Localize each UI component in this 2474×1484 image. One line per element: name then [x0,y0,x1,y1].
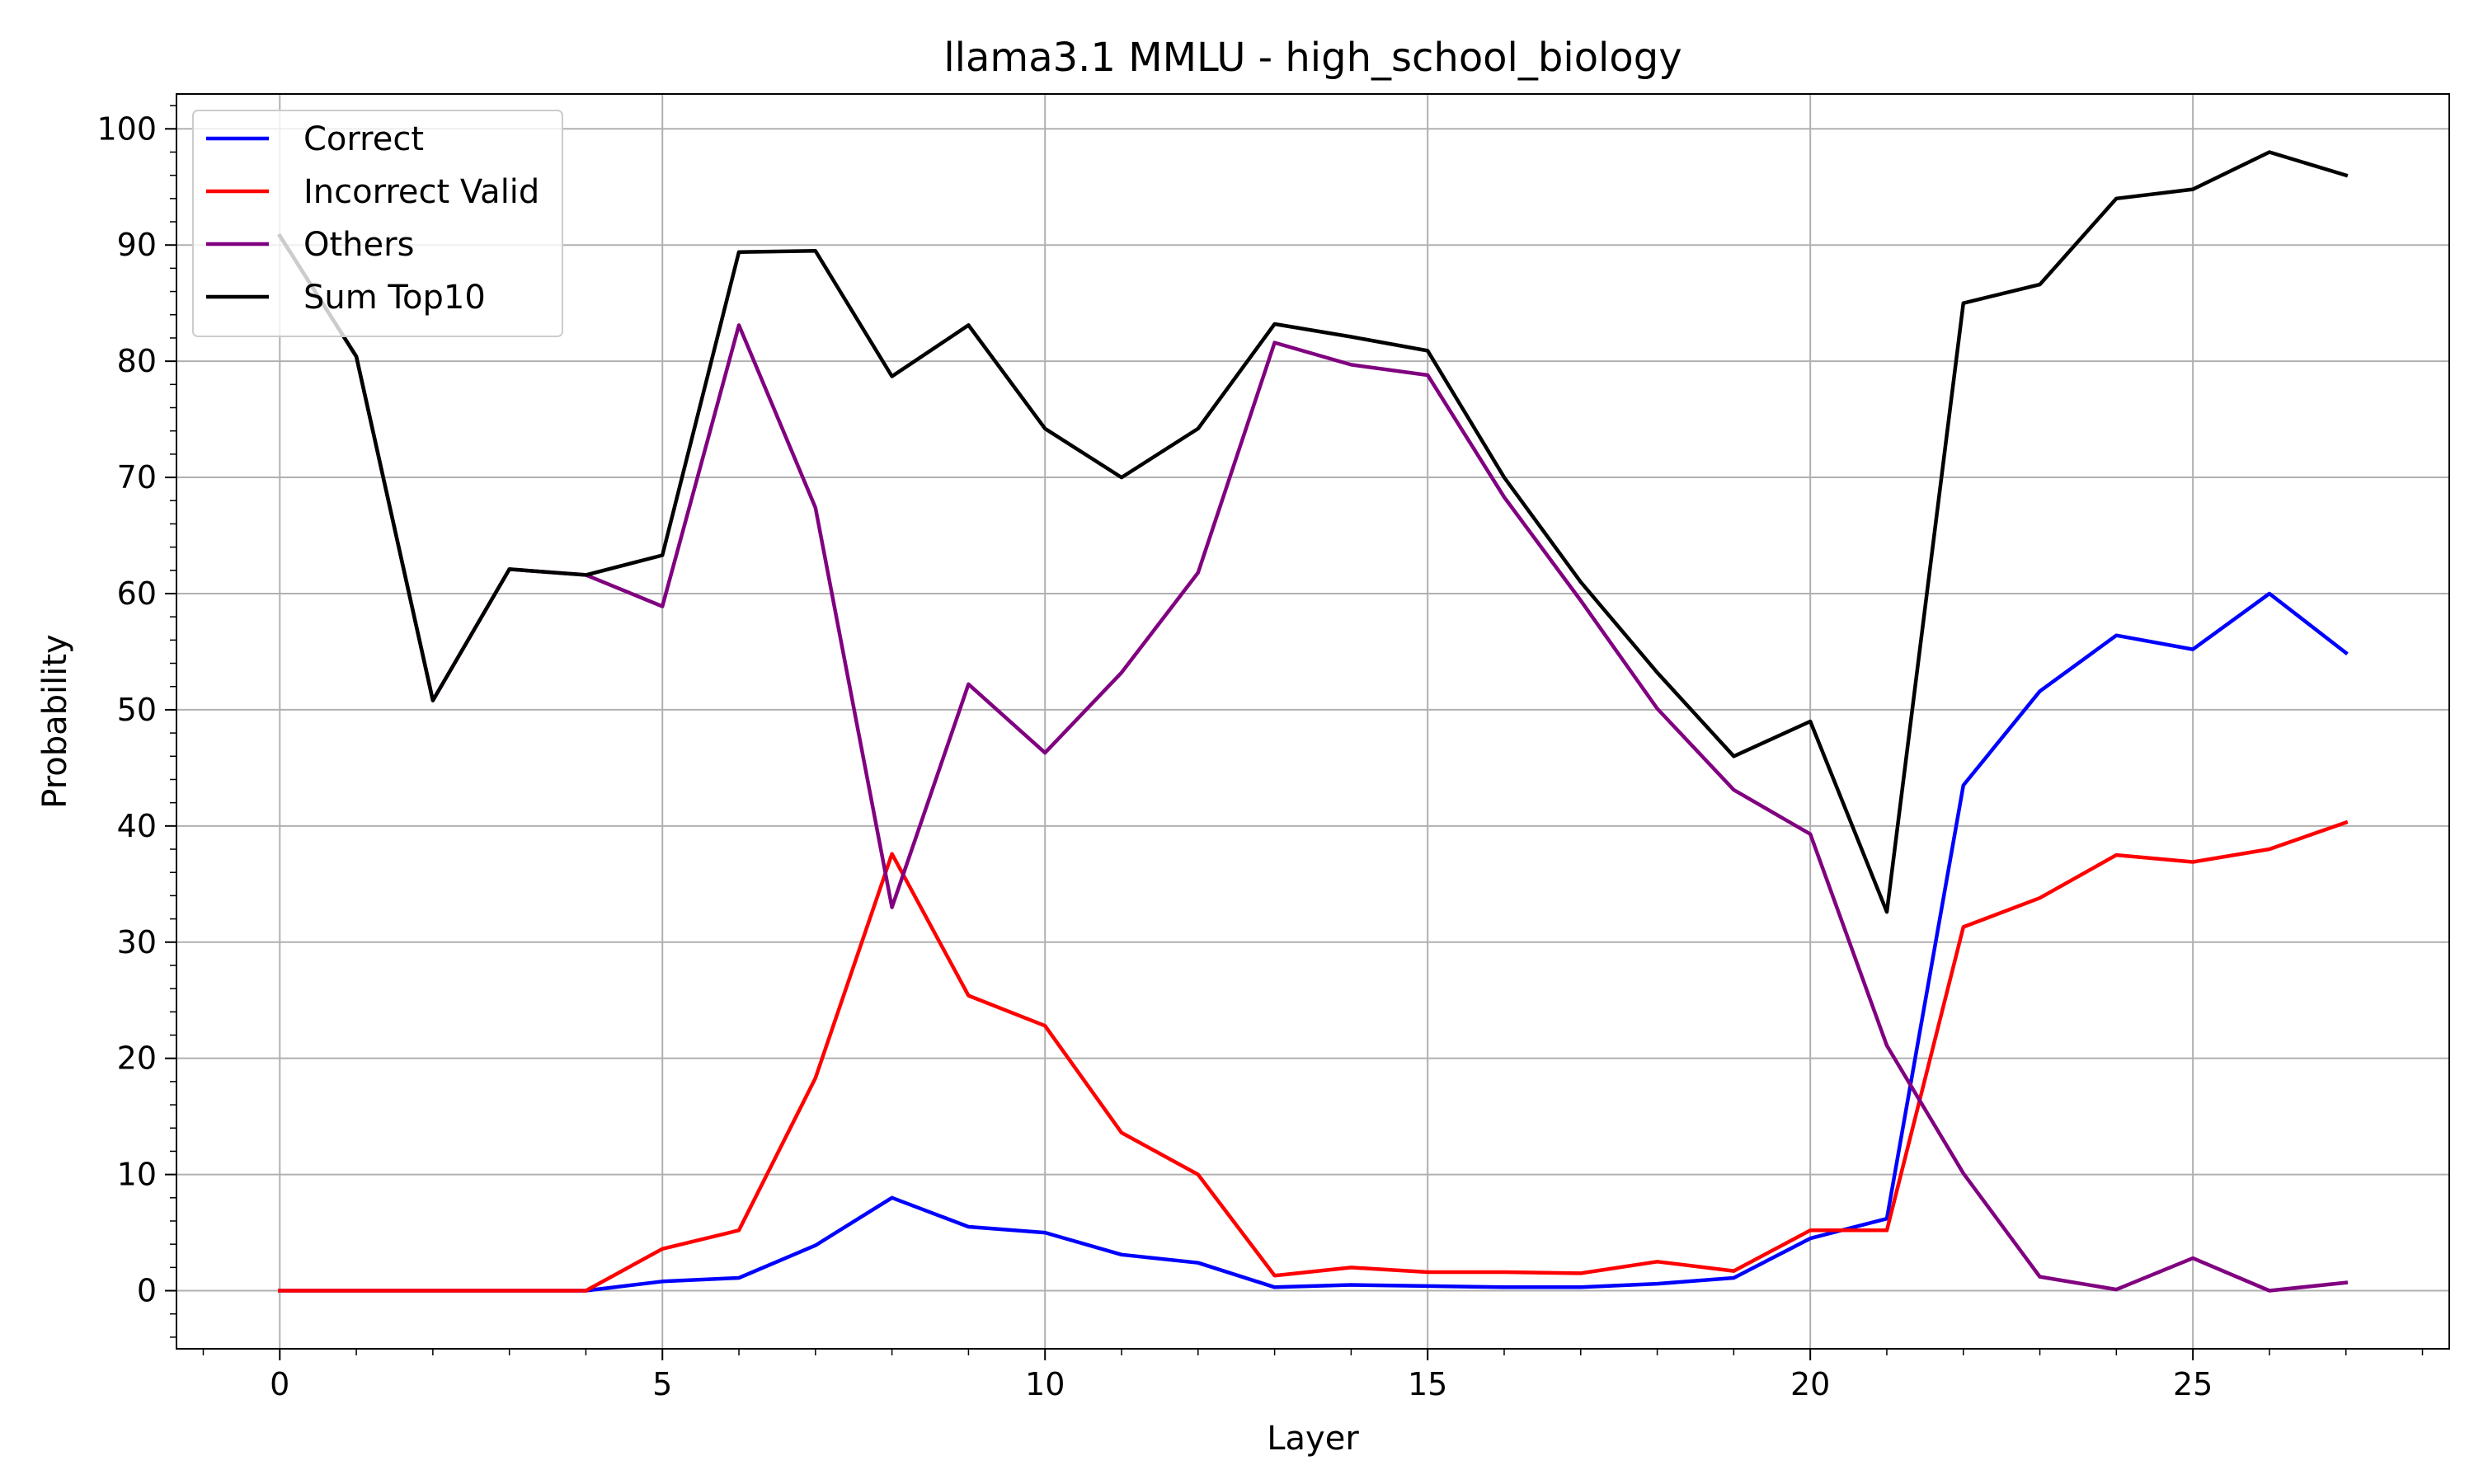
y-tick-label: 50 [117,692,157,728]
legend-box [192,110,563,337]
legend: Correct Incorrect Valid Others Sum Top10 [192,110,563,337]
y-tick-label: 10 [117,1157,157,1193]
x-tick-label: 5 [652,1366,672,1402]
y-tick-label: 70 [117,459,157,495]
series-line-correct [278,591,2349,1293]
x-tick-label: 25 [2173,1366,2213,1402]
y-tick-label: 0 [137,1273,157,1309]
y-tick-label: 20 [117,1040,157,1077]
grid-lines [176,94,2449,1349]
legend-label-others: Others [303,226,414,264]
series-line-incorrect-valid [278,819,2349,1293]
axis-ticks: 0 5 10 15 20 25 0 10 20 30 40 50 60 70 80 90 100 [96,105,2424,1402]
y-tick-label: 80 [117,343,157,379]
legend-label-sum-top10: Sum Top10 [303,279,486,317]
y-tick-label: 100 [96,110,157,147]
x-tick-label: 20 [1790,1366,1830,1402]
x-tick-label: 15 [1408,1366,1447,1402]
y-tick-label: 60 [117,575,157,612]
x-tick-label: 10 [1025,1366,1065,1402]
series-line-sum-top10 [277,150,2349,914]
legend-label-correct: Correct [303,120,424,158]
y-tick-label: 40 [117,808,157,844]
x-axis-label: Layer [1267,1420,1359,1458]
chart-title: llama3.1 MMLU - high_school_biology [943,35,1681,81]
series-line-others [277,232,2349,1293]
plot-frame [176,93,2450,1350]
y-axis-label: Probability [36,634,74,808]
y-tick-label: 30 [117,924,157,960]
series-lines [277,150,2349,1293]
x-tick-label: 0 [270,1366,289,1402]
legend-label-incorrect-valid: Incorrect Valid [303,173,539,211]
y-tick-label: 90 [117,227,157,263]
